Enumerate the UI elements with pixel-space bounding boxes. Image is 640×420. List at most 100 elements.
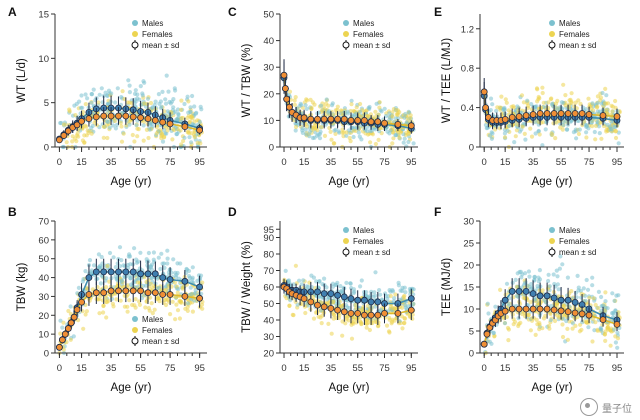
female-point [373, 141, 378, 147]
male-point [558, 254, 563, 259]
male-point [89, 270, 94, 275]
legend: Males Females mean ± sd [342, 226, 390, 257]
male-point [595, 109, 601, 114]
mean-marker [100, 112, 108, 120]
male-point [373, 293, 378, 298]
female-point [390, 114, 395, 119]
female-point [323, 101, 329, 106]
female-point [594, 105, 600, 110]
female-point [608, 343, 613, 348]
female-point [152, 307, 157, 312]
male-point [393, 133, 398, 138]
male-point [590, 283, 595, 288]
female-point [377, 100, 382, 105]
female-point [504, 100, 509, 105]
y-tick-label: 0 [44, 143, 49, 154]
male-point [344, 133, 349, 138]
mean-marker [578, 310, 586, 318]
legend-mean-marker [131, 41, 139, 49]
male-point [303, 103, 308, 108]
female-point [81, 326, 86, 331]
male-point [115, 86, 120, 91]
male-point [189, 292, 194, 297]
mean-marker [557, 110, 565, 117]
male-point [293, 128, 298, 133]
male-point [158, 266, 163, 272]
y-tick-label: 5 [469, 327, 474, 338]
male-point [510, 280, 515, 285]
y-tick-label: 90 [263, 233, 274, 244]
female-point [329, 137, 334, 142]
female-point [154, 131, 159, 136]
male-point [301, 278, 306, 283]
male-point [574, 136, 579, 141]
x-tick-label: 95 [612, 157, 623, 168]
female-point [578, 101, 583, 106]
male-point [564, 318, 569, 324]
female-point [332, 141, 337, 146]
male-point [189, 140, 194, 145]
female-point [178, 128, 183, 133]
female-point [73, 113, 78, 118]
mean-marker [59, 336, 66, 344]
mean-marker [564, 308, 572, 316]
female-point [364, 325, 369, 330]
female-point [119, 124, 124, 129]
male-point [115, 278, 120, 283]
female-point [84, 124, 89, 129]
male-point [144, 257, 149, 262]
male-point [565, 275, 571, 280]
male-point [193, 288, 198, 293]
male-point [568, 119, 573, 124]
male-point [585, 287, 591, 292]
x-tick-label: 15 [76, 363, 87, 374]
y-tick-label: 15 [463, 283, 474, 294]
female-point [147, 308, 152, 313]
female-point [563, 93, 568, 98]
female-point [101, 135, 106, 140]
mean-marker [354, 296, 362, 304]
y-tick-label: 95 [263, 225, 274, 236]
male-point [119, 278, 124, 283]
female-point [135, 134, 140, 139]
female-point [513, 134, 518, 139]
mean-marker [137, 270, 145, 278]
male-point [557, 266, 563, 271]
female-point [195, 140, 200, 145]
mean-marker [196, 126, 204, 134]
mean-marker [508, 287, 516, 295]
female-point [58, 331, 63, 336]
male-point [185, 301, 191, 306]
male-point [501, 106, 507, 112]
female-point [553, 136, 558, 141]
female-point [561, 82, 566, 87]
male-point [611, 327, 617, 332]
female-point [173, 317, 178, 322]
female-point [354, 105, 359, 110]
male-point [485, 301, 490, 306]
legend-mean-marker [342, 248, 350, 256]
female-point [367, 327, 372, 333]
male-point [151, 250, 156, 255]
female-point [132, 139, 137, 144]
female-point [373, 109, 378, 114]
male-point [165, 261, 170, 266]
y-tick-label: 10 [38, 330, 49, 341]
mean-marker [320, 303, 328, 311]
female-point [400, 326, 405, 331]
female-point [603, 86, 608, 91]
mean-marker [181, 277, 189, 285]
mean-marker [482, 104, 490, 111]
male-point [502, 131, 507, 136]
male-point [188, 285, 193, 290]
mean-marker [159, 291, 167, 298]
male-point [596, 289, 602, 294]
male-point [330, 281, 336, 286]
female-point [318, 315, 323, 320]
mean-marker [501, 296, 509, 304]
mean-marker [314, 301, 321, 309]
female-point [376, 137, 381, 142]
y-tick-label: 60 [263, 283, 274, 294]
male-point [173, 274, 179, 280]
female-point [390, 317, 395, 322]
